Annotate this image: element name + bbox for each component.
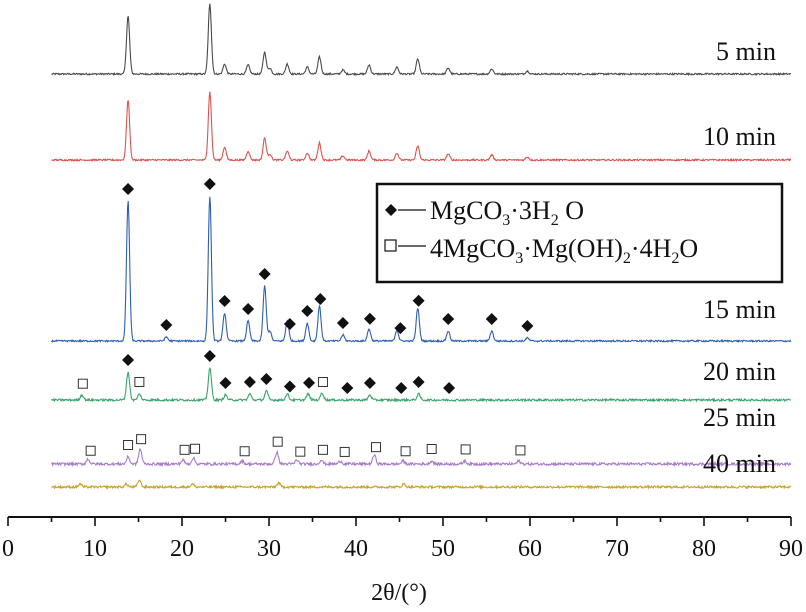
diamond-marker: [395, 382, 408, 394]
x-tick-label: 30: [257, 536, 281, 562]
square-marker: [77, 378, 88, 389]
series-label-3: 15 min: [703, 295, 776, 324]
x-axis-label: 2θ/(°): [371, 580, 427, 606]
diamond-marker: [219, 377, 232, 389]
legend-entry-1: MgCO3·3H2 O: [385, 196, 584, 229]
series-line-2: [51, 91, 792, 163]
series-line-5: [51, 448, 792, 468]
marker-layer: [77, 178, 534, 457]
diamond-marker: [363, 312, 376, 325]
diamond-marker: [243, 376, 256, 388]
x-tick-label: 70: [605, 536, 629, 562]
legend-diamond-icon: [385, 204, 397, 216]
diamond-marker: [485, 313, 498, 325]
square-marker: [317, 444, 328, 455]
series-label-4: 20 min: [703, 357, 776, 386]
diamond-marker: [521, 320, 534, 332]
series-label-2: 10 min: [703, 122, 776, 151]
legend: MgCO3·3H2 O 4MgCO3·Mg(OH)2·4H2O: [375, 182, 784, 284]
diamond-marker: [442, 313, 455, 325]
diamond-marker: [218, 295, 231, 307]
square-marker: [400, 446, 411, 457]
square-marker: [123, 440, 134, 450]
x-axis: 0 10 20 30 40 50 60 70 80 90 2θ/(°): [2, 516, 803, 606]
diamond-marker: [283, 318, 296, 331]
series-line-6: [51, 479, 792, 491]
diamond-marker: [394, 322, 407, 335]
diamond-marker: [341, 382, 354, 394]
legend-entry-2: 4MgCO3·Mg(OH)2·4H2O: [384, 234, 698, 267]
square-marker: [190, 443, 201, 454]
series-label-1: 5 min: [716, 37, 776, 66]
x-tick-label: 50: [431, 536, 455, 562]
legend-label-2: 4MgCO3·Mg(OH)2·4H2O: [430, 234, 698, 267]
diamond-marker: [122, 354, 135, 366]
diamond-marker: [412, 294, 425, 307]
square-marker: [134, 377, 145, 387]
square-marker: [136, 434, 147, 445]
diamond-marker: [242, 303, 255, 315]
series-label-5: 25 min: [703, 403, 776, 432]
series-line-3: [51, 196, 792, 344]
legend-square-icon: [384, 239, 397, 252]
diamond-marker: [160, 319, 173, 331]
square-marker: [85, 445, 96, 456]
square-marker: [339, 446, 350, 457]
series-layer: [51, 3, 792, 491]
x-tick-label: 60: [518, 536, 542, 562]
diamond-marker: [363, 377, 376, 389]
diamond-marker: [258, 267, 271, 280]
x-tick-label: 80: [692, 536, 716, 562]
diamond-marker: [412, 376, 425, 388]
x-tick-label: 90: [779, 536, 803, 562]
diamond-marker: [203, 178, 216, 190]
series-line-4: [51, 367, 792, 403]
square-marker: [426, 444, 437, 454]
x-tick-label: 40: [344, 536, 368, 562]
square-marker: [239, 446, 250, 457]
square-marker: [295, 446, 306, 457]
diamond-marker: [314, 293, 327, 306]
square-marker: [515, 445, 526, 456]
series-label-layer: 5 min 10 min 15 min 20 min 25 min 40 min: [703, 37, 776, 478]
square-marker: [272, 436, 283, 447]
x-tick-label: 10: [83, 536, 107, 562]
legend-label-1: MgCO3·3H2 O: [430, 196, 584, 229]
diamond-marker: [336, 317, 349, 329]
square-marker: [460, 444, 471, 455]
diamond-marker: [203, 350, 216, 362]
square-marker: [317, 377, 328, 388]
diamond-marker: [260, 373, 273, 385]
legend-box: [375, 182, 784, 284]
x-tick-label: 20: [170, 536, 194, 562]
x-ticks: 0 10 20 30 40 50 60 70 80 90: [2, 517, 803, 562]
square-marker: [179, 444, 190, 455]
series-label-6: 40 min: [703, 449, 776, 478]
x-tick-label: 0: [2, 536, 14, 562]
square-marker: [371, 442, 382, 453]
series-line-1: [51, 3, 792, 77]
diamond-marker: [301, 305, 314, 317]
diamond-marker: [303, 376, 316, 389]
diamond-marker: [122, 183, 135, 195]
diamond-marker: [283, 380, 296, 393]
diamond-marker: [443, 382, 456, 394]
